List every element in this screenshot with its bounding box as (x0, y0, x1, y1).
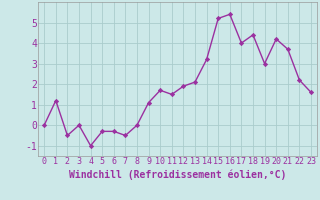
X-axis label: Windchill (Refroidissement éolien,°C): Windchill (Refroidissement éolien,°C) (69, 169, 286, 180)
